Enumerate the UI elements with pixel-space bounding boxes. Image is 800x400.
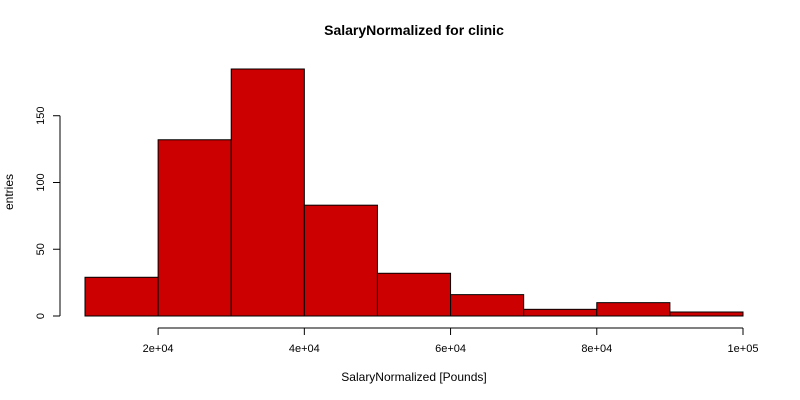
histogram-bar xyxy=(376,272,452,317)
histogram-bar xyxy=(230,68,305,317)
y-tick-label: 50 xyxy=(35,243,47,255)
chart-title: SalaryNormalized for clinic xyxy=(324,22,504,38)
histogram-bar xyxy=(303,204,378,317)
y-tick-label: 100 xyxy=(35,173,47,191)
y-tick-label: 0 xyxy=(35,313,47,319)
x-tick-label: 4e+04 xyxy=(289,343,320,355)
histogram-bar xyxy=(523,308,598,317)
x-axis: 2e+04 4e+04 6e+04 8e+04 1e+05 xyxy=(143,327,759,355)
x-tick-label: 1e+05 xyxy=(728,343,759,355)
histogram-bar xyxy=(450,294,525,317)
x-tick-label: 8e+04 xyxy=(581,343,612,355)
y-axis: 0 50 100 150 xyxy=(35,107,61,319)
histogram-bar xyxy=(596,302,671,317)
x-axis-label: SalaryNormalized [Pounds] xyxy=(341,370,486,384)
y-axis-label: entries xyxy=(2,174,16,210)
x-tick-label: 2e+04 xyxy=(143,343,174,355)
x-tick-label: 6e+04 xyxy=(435,343,466,355)
histogram-bar xyxy=(157,139,232,317)
y-tick-label: 150 xyxy=(35,107,47,125)
bars-group xyxy=(84,68,744,317)
histogram-bar xyxy=(669,311,744,317)
histogram-bar xyxy=(84,276,159,317)
